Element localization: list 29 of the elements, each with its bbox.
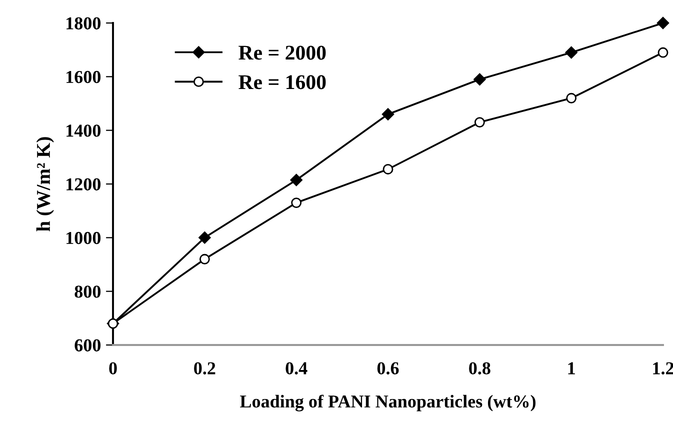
point <box>658 47 668 58</box>
y-tick-label: 800 <box>74 286 101 298</box>
x-tick-label: 0.6 <box>377 362 399 374</box>
y-tick-label: 1600 <box>66 70 101 84</box>
y-tick-label: 1400 <box>66 124 101 137</box>
x-tick-label: 0.4 <box>286 362 308 374</box>
point <box>198 232 211 244</box>
point <box>474 73 486 86</box>
point <box>565 46 578 59</box>
legend-label: Re = 2000 <box>238 46 326 60</box>
y-tick-label: 1200 <box>66 178 101 190</box>
point <box>382 164 394 174</box>
point <box>566 92 577 104</box>
y-tick-label: 1000 <box>66 232 101 244</box>
legend-label: Re = 1600 <box>238 75 326 90</box>
x-tick-label: 0 <box>109 362 117 374</box>
point <box>290 174 302 186</box>
x-tick-label: 1 <box>568 362 575 374</box>
point <box>291 198 302 208</box>
y-tick-label: 600 <box>74 339 101 352</box>
point <box>382 108 394 120</box>
x-tick-label: 0.2 <box>194 362 216 374</box>
point <box>474 117 485 128</box>
y-axis-title: h (W/m² K) <box>36 137 54 232</box>
x-axis-title: Loading of PANI Nanoparticles (wt%) <box>240 394 536 412</box>
point <box>199 254 210 264</box>
x-tick-label: 0.8 <box>469 362 490 374</box>
point <box>656 16 670 30</box>
y-tick-label: 1800 <box>66 17 101 30</box>
